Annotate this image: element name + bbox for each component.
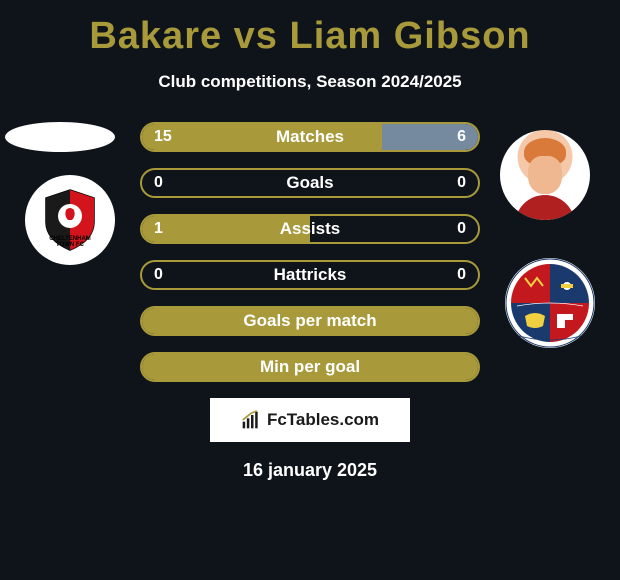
stat-label: Matches [142,127,478,147]
branding-badge: FcTables.com [210,398,410,442]
stat-label: Assists [142,219,478,239]
branding-text: FcTables.com [267,410,379,430]
player2-photo [500,130,590,220]
player1-club-badge: CHELTENHAM TOWN FC [25,175,115,265]
club1-name-line2: TOWN FC [42,242,98,248]
player2-club-badge [505,258,595,348]
page-title: Bakare vs Liam Gibson [0,15,620,58]
stat-row: 00Goals [140,168,480,198]
date-label: 16 january 2025 [0,460,620,481]
subtitle: Club competitions, Season 2024/2025 [0,72,620,92]
stat-row: Min per goal [140,352,480,382]
stat-row: Goals per match [140,306,480,336]
stat-label: Min per goal [142,357,478,377]
stat-row: 00Hattricks [140,260,480,290]
stat-row: 156Matches [140,122,480,152]
player1-photo [5,122,115,152]
stat-label: Goals [142,173,478,193]
chart-icon [241,410,261,430]
stat-label: Hattricks [142,265,478,285]
stat-label: Goals per match [142,311,478,331]
stat-row: 10Assists [140,214,480,244]
